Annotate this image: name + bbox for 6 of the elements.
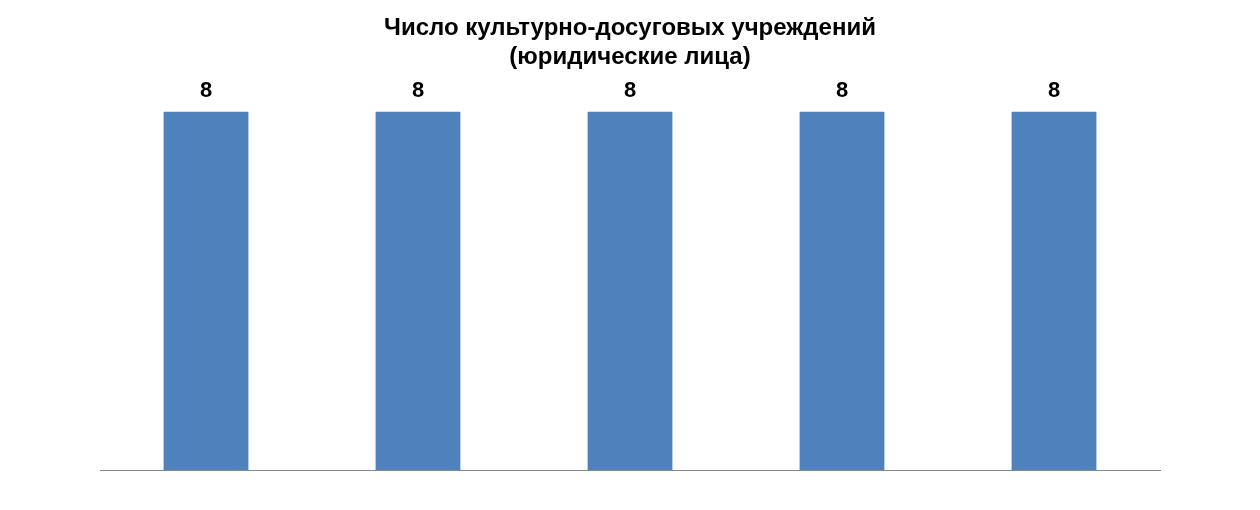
data-label: 8	[199, 76, 213, 102]
data-label: 8	[835, 76, 849, 102]
data-label: 8	[623, 76, 637, 102]
data-label: 8	[1047, 76, 1061, 102]
data-label: 8	[411, 76, 425, 102]
chart-title: Число культурно-досуговых учреждений (юридические лица)	[384, 13, 876, 69]
